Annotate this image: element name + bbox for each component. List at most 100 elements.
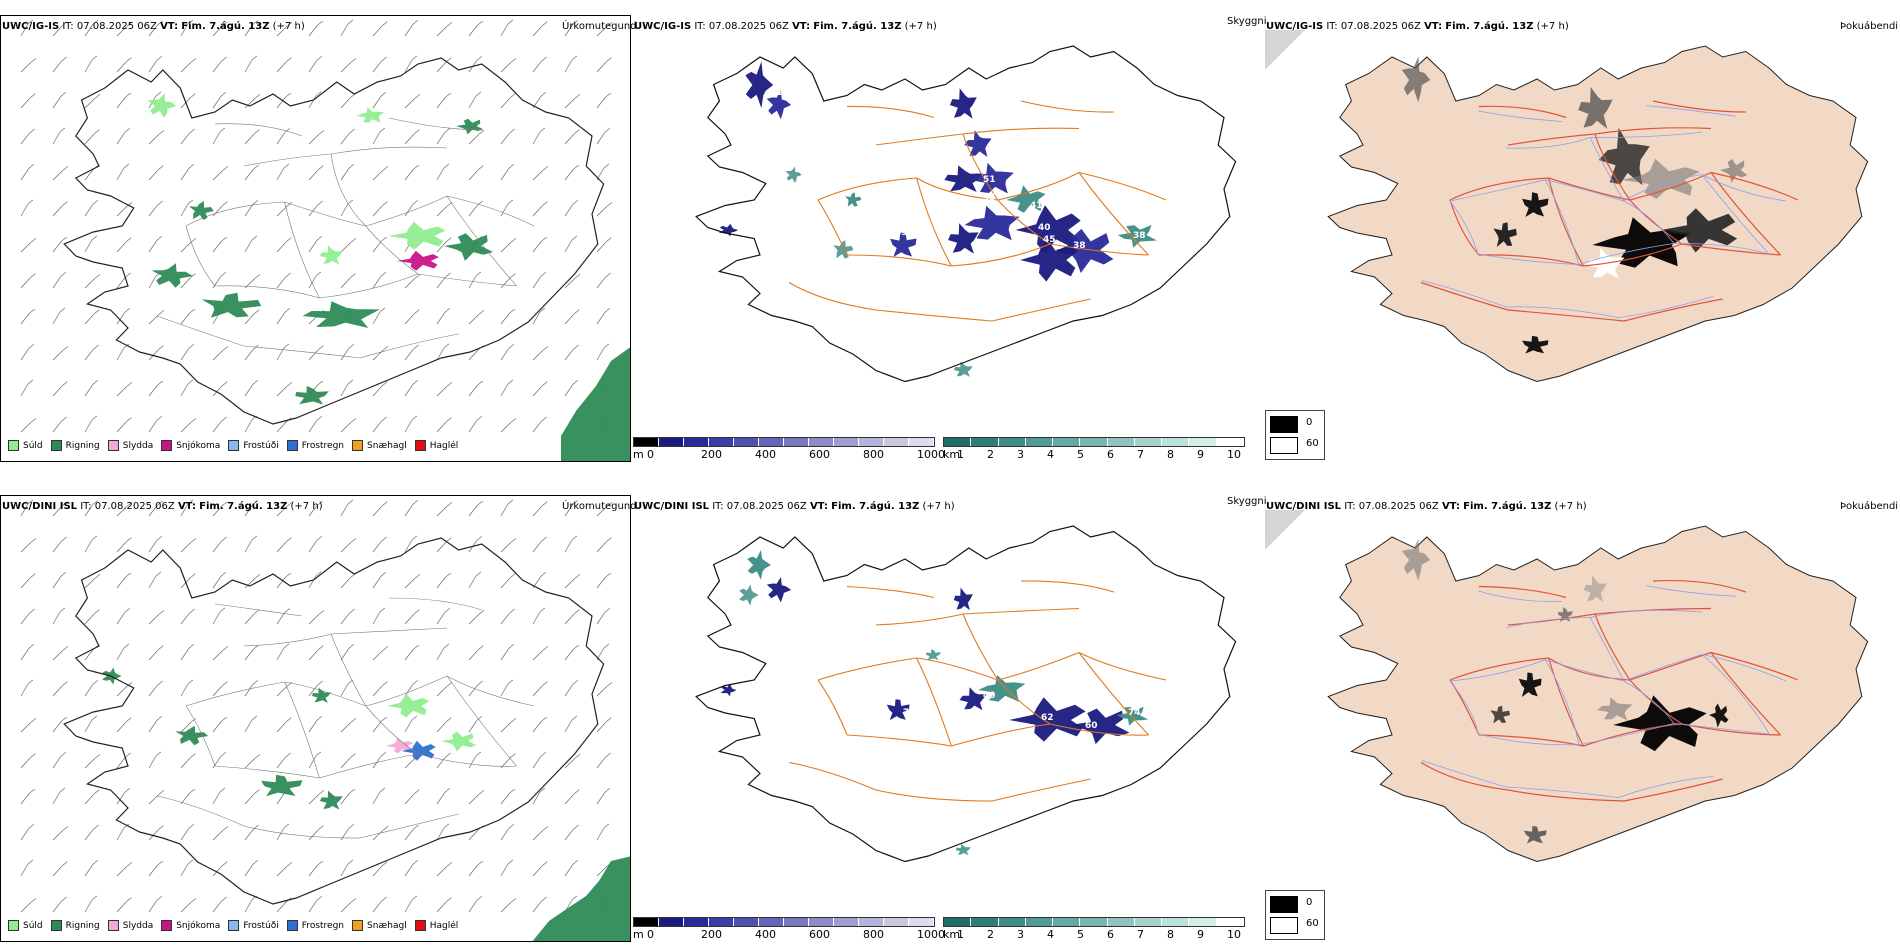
wind-barb (148, 610, 165, 625)
fog-title: Þokuábendi (1840, 501, 1899, 512)
wind-barb (148, 56, 163, 73)
fog-index-panel (1265, 510, 1900, 915)
colorbar-step (1162, 918, 1190, 926)
wind-barb (532, 201, 548, 217)
wind-barb (500, 19, 514, 37)
wind-barb (20, 379, 34, 397)
precip-area (175, 725, 209, 746)
ceiling-area (1070, 708, 1130, 745)
wind-barb (116, 537, 132, 553)
wind-barb (212, 536, 227, 553)
wind-barb (436, 572, 451, 589)
wind-barb (212, 607, 226, 625)
wind-barb (308, 416, 323, 433)
fog-area (1583, 575, 1607, 602)
header-ceiling: UWC/DINI ISL IT: 07.08.2025 06Z VT: Fim.… (634, 501, 955, 513)
wind-barb (436, 823, 450, 841)
model-name: UWC/IG-IS (1266, 21, 1324, 32)
colorbar-step (1134, 438, 1163, 446)
fog-area (1493, 222, 1517, 247)
precip-area (444, 233, 494, 261)
wind-barb (404, 789, 420, 805)
fog-title: Þokuábendi (1840, 21, 1899, 32)
colorbar-step (1162, 438, 1190, 446)
wind-barb (148, 310, 165, 325)
wind-barb (500, 679, 514, 697)
precip-type-panel (0, 495, 631, 942)
init-time: 07.08.2025 06Z (708, 21, 789, 32)
header-precip: UWC/DINI ISL IT: 07.08.2025 06Z VT: Fim.… (2, 501, 323, 513)
wind-barb (244, 129, 260, 145)
colorbars: m 0 200 400 600 800 1000 km 1 2 3 4 5 6 7 8 9 10 (633, 917, 1263, 942)
wind-barb (340, 93, 356, 109)
fog-area (1578, 87, 1613, 129)
colorbar-tick: 8 (1167, 928, 1174, 941)
iceland-map (1265, 30, 1900, 435)
wind-barb (308, 345, 324, 361)
colorbar-tick: 1 (957, 928, 964, 941)
precip-area (455, 118, 484, 135)
wind-barb (20, 128, 35, 145)
wind-barb (212, 272, 227, 289)
wind-barb (372, 92, 387, 109)
wind-barb (116, 308, 131, 325)
ceiling-height-label: 55 (983, 193, 996, 203)
precip-title: Úrkomutegund (562, 501, 637, 512)
wind-barb (84, 609, 100, 625)
wind-barb (308, 271, 322, 289)
wind-barb (340, 718, 357, 733)
wind-barb (308, 680, 323, 697)
colorbar-step (759, 918, 784, 926)
ceiling-area (1006, 185, 1046, 213)
wind-barb (212, 896, 227, 913)
legend-item: Frostúði (220, 440, 279, 451)
fog-area (1490, 705, 1510, 724)
wind-barb (308, 751, 322, 769)
legend-swatch (414, 440, 426, 451)
wind-barb (20, 898, 37, 913)
wind-barb (52, 572, 67, 589)
init-time: 07.08.2025 06Z (1340, 21, 1421, 32)
wind-barb (84, 500, 99, 517)
wind-barb (148, 645, 164, 661)
wind-barb (116, 272, 131, 289)
legend-swatch (228, 440, 240, 451)
ceiling-height-label: 62 (1041, 713, 1054, 723)
wind-barb (436, 788, 451, 805)
wind-barb (340, 499, 354, 517)
wind-barb (148, 825, 164, 841)
wind-barb (20, 19, 34, 37)
wind-barb (84, 309, 100, 325)
wind-barb (372, 127, 386, 145)
wind-barb (532, 716, 547, 733)
precip-type-panel (0, 15, 631, 462)
ceiling-area (1116, 706, 1149, 726)
fog-area (1401, 56, 1431, 103)
wind-barb (180, 538, 197, 553)
wind-barb (532, 536, 547, 553)
wind-barb (308, 56, 323, 73)
wind-barb (404, 380, 419, 397)
legend-item: Haglél (407, 920, 458, 931)
wind-barb (116, 717, 132, 733)
model-name: UWC/IG-IS (634, 21, 692, 32)
ceiling-colorbar: m 0 200 400 600 800 1000 (633, 437, 945, 462)
wind-barb (532, 127, 546, 145)
wind-barb (532, 787, 546, 805)
colorbar-step (884, 918, 909, 926)
wind-barb (180, 344, 195, 361)
colorbar-tick: 6 (1107, 928, 1114, 941)
wind-barb (500, 788, 515, 805)
colorbar-step (734, 918, 759, 926)
wind-barb (500, 164, 515, 181)
wind-barb (500, 608, 515, 625)
ceiling-height-label: 73 (993, 718, 1006, 728)
fog-area (1401, 538, 1431, 581)
wind-barb (468, 860, 483, 877)
ceiling-area (978, 675, 1026, 702)
ocean-precip (532, 856, 630, 941)
wind-barb (596, 537, 612, 553)
valid-label: VT: (177, 501, 196, 512)
colorbars: m 0 200 400 600 800 1000 km 1 2 3 4 5 6 7 8 9 10 (633, 437, 1263, 462)
wind-barb (52, 272, 67, 289)
